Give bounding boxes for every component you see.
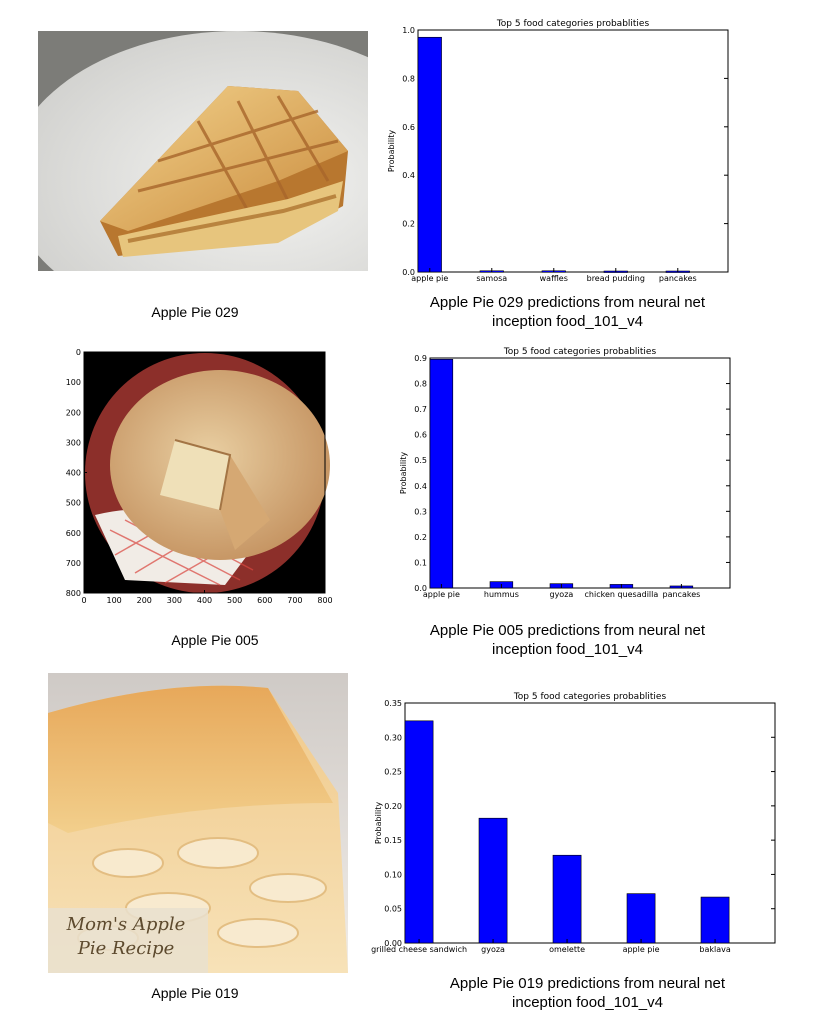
x-tick-label: baklava: [699, 945, 730, 954]
y-tick-label: 0.35: [384, 699, 402, 708]
x-tick-label: 200: [137, 596, 152, 605]
y-tick-label: 0.15: [384, 836, 402, 845]
photo-caption: Apple Pie 005: [171, 632, 259, 648]
bar-omelette: [552, 854, 582, 944]
photo-axes: 0 100 200 300 400 500 600 700 800010020030040050…: [66, 348, 333, 605]
chart-caption-line-2: inception food_101_v4: [512, 994, 663, 1011]
bar-apple-pie: [429, 358, 454, 589]
y-tick-label: 100: [66, 378, 81, 387]
bar-apple-pie: [626, 893, 656, 944]
chart-caption-line-2: inception food_101_v4: [492, 641, 643, 658]
bar-gyoza: [478, 817, 508, 944]
recipe-label-box: [48, 908, 208, 973]
x-tick-label: apple pie: [411, 274, 448, 283]
x-tick-label: 700: [287, 596, 302, 605]
x-tick-label: 100: [106, 596, 121, 605]
y-tick-label: 0.1: [414, 558, 427, 567]
photo-caption: Apple Pie 029: [151, 304, 239, 320]
y-tick-label: 0.0: [414, 584, 427, 593]
x-tick-label: 800: [317, 596, 332, 605]
apple-pie-019-photo: Mom's Apple Pie Recipe: [48, 673, 348, 973]
apple-pie-029-photo: [38, 31, 368, 271]
chart-title: Top 5 food categories probablities: [496, 19, 650, 29]
y-tick-label: 0: [76, 348, 81, 357]
y-tick-label: 500: [66, 499, 81, 508]
food-probability-chart: Top 5 food categories probablities 0.0 0.1…: [399, 347, 731, 599]
y-tick-label: 0.05: [384, 905, 402, 914]
y-tick-label: 0.5: [414, 456, 427, 465]
y-tick-label: 0.20: [384, 802, 402, 811]
y-tick-label: 0.4: [402, 171, 415, 180]
x-tick-label: chicken quesadilla: [585, 590, 659, 599]
y-tick-label: 0.6: [414, 431, 427, 440]
apple-pie-019-image: [48, 673, 348, 973]
plot-frame: [417, 29, 729, 273]
chart-title: Top 5 food categories probablities: [513, 692, 667, 702]
y-tick-label: 700: [66, 559, 81, 568]
y-tick-label: 200: [66, 408, 81, 417]
y-tick-label: 300: [66, 438, 81, 447]
chart-title: Top 5 food categories probablities: [503, 347, 657, 357]
y-axis-label: Probability: [399, 452, 408, 495]
y-tick-label: 400: [66, 469, 81, 478]
x-tick-label: 400: [197, 596, 212, 605]
bar-grilled-cheese-sandwich: [404, 720, 434, 944]
x-tick-label: grilled cheese sandwich: [371, 945, 467, 954]
x-tick-label: waffles: [540, 274, 568, 283]
y-tick-label: 0.6: [402, 123, 415, 132]
chart-caption-line-1: Apple Pie 005 predictions from neural ne…: [429, 622, 706, 639]
x-tick-label: pancakes: [663, 590, 701, 599]
x-tick-label: samosa: [476, 274, 507, 283]
y-tick-label: 0.3: [414, 507, 427, 516]
x-tick-label: hummus: [484, 590, 519, 599]
x-tick-label: gyoza: [481, 945, 505, 954]
x-tick-label: pancakes: [659, 274, 697, 283]
y-tick-label: 800: [66, 589, 81, 598]
photo-caption: Apple Pie 019: [151, 985, 239, 1001]
bar-baklava: [700, 896, 730, 944]
y-tick-label: 0.00: [384, 939, 402, 948]
y-tick-label: 0.8: [402, 74, 415, 83]
y-tick-label: 0.7: [414, 405, 427, 414]
food-probability-chart: Top 5 food categories probablities 0.00 0.…: [371, 692, 776, 954]
chart-caption-line-1: Apple Pie 019 predictions from neural ne…: [449, 975, 726, 992]
y-tick-label: 0.9: [414, 354, 427, 363]
chart-caption-line-1: Apple Pie 029 predictions from neural ne…: [429, 294, 706, 311]
x-tick-label: gyoza: [549, 590, 573, 599]
plot-frame: [429, 357, 731, 589]
x-tick-label: apple pie: [623, 945, 660, 954]
chart-caption: Apple Pie 005 predictions from neural ne…: [395, 621, 740, 659]
chart-caption-line-2: inception food_101_v4: [492, 313, 643, 330]
x-tick-label: 300: [167, 596, 182, 605]
y-axis-label: Probability: [387, 130, 396, 173]
y-tick-label: 0.30: [384, 733, 402, 742]
chart-caption: Apple Pie 029 predictions from neural ne…: [395, 293, 740, 331]
y-tick-label: 0.2: [414, 533, 427, 542]
y-tick-label: 0.25: [384, 768, 402, 777]
y-tick-label: 600: [66, 529, 81, 538]
y-tick-label: 0.8: [414, 380, 427, 389]
chart-caption: Apple Pie 019 predictions from neural ne…: [410, 974, 765, 1012]
x-tick-label: 0: [81, 596, 86, 605]
y-tick-label: 0.0: [402, 268, 415, 277]
x-tick-label: omelette: [549, 945, 585, 954]
x-tick-label: apple pie: [423, 590, 460, 599]
x-tick-label: 500: [227, 596, 242, 605]
y-tick-label: 1.0: [402, 26, 415, 35]
y-tick-label: 0.2: [402, 220, 415, 229]
photo-overlay-text: Mom's Apple Pie Recipe: [66, 914, 186, 959]
bar-apple-pie: [417, 36, 442, 273]
x-tick-label: 600: [257, 596, 272, 605]
food-probability-chart: Top 5 food categories probablities 0.0 0.2…: [387, 19, 729, 283]
y-tick-label: 0.10: [384, 870, 402, 879]
y-tick-label: 0.4: [414, 482, 427, 491]
apple-pie-005-photo: 0 100 200 300 400 500 600 700 800010020030040050…: [66, 348, 333, 605]
apple-pie-029-image: [38, 31, 368, 271]
y-axis-label: Probability: [374, 802, 383, 845]
x-tick-label: bread pudding: [587, 274, 645, 283]
